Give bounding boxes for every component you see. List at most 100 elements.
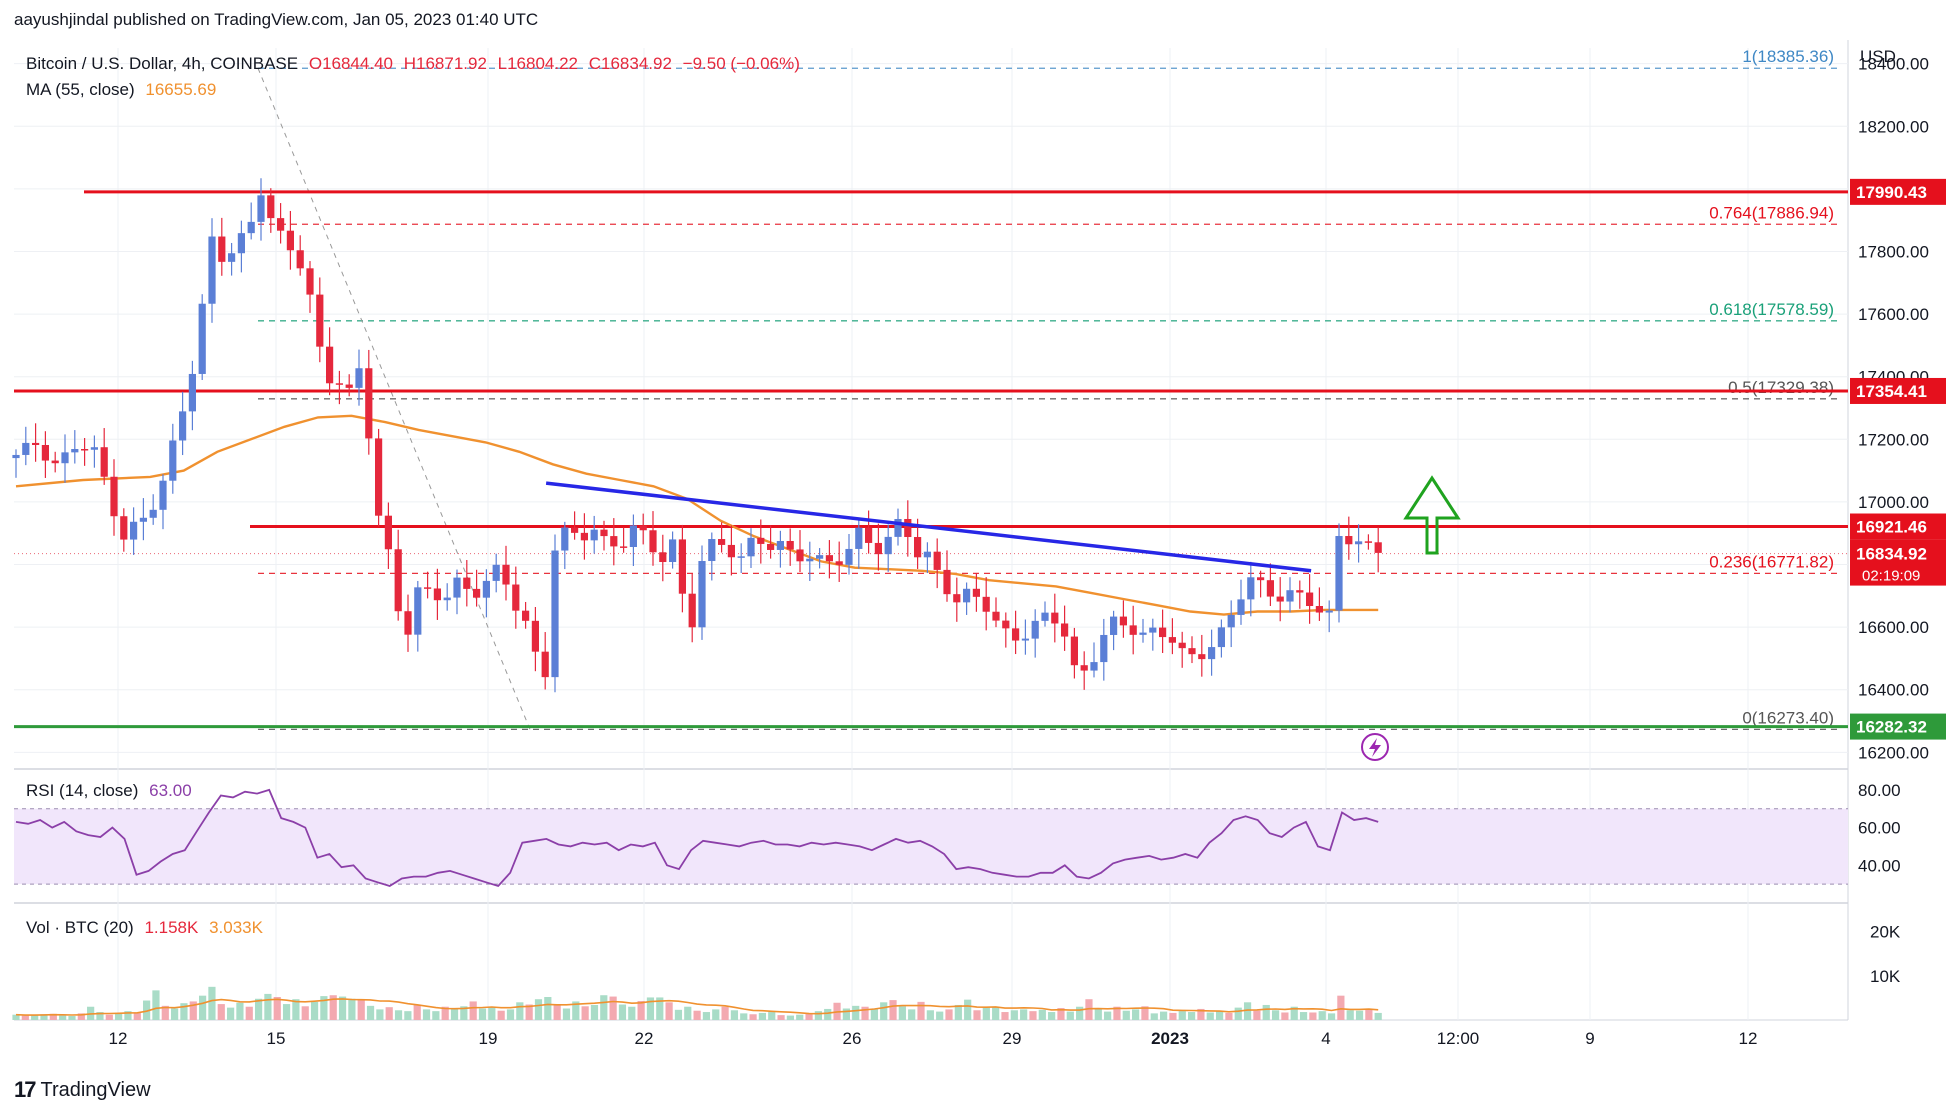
volume-bar (40, 1014, 48, 1020)
candle-body (414, 587, 422, 635)
candle-body (943, 569, 951, 595)
volume-bar (413, 1004, 421, 1020)
volume-bar (1206, 1012, 1214, 1020)
candle-body (375, 438, 383, 516)
candle-body (1286, 590, 1294, 602)
volume-bar (394, 1010, 403, 1020)
ohlc-close: C16834.92 (588, 54, 672, 73)
candle-body (727, 544, 735, 558)
candle-body (1168, 637, 1176, 643)
candle-body (424, 587, 432, 589)
candle-body (1021, 638, 1029, 641)
candle-body (512, 584, 520, 611)
candle-body (1315, 605, 1323, 613)
candle-body (433, 588, 441, 601)
publish-header: aayushjindal published on TradingView.co… (14, 10, 539, 29)
volume-bar (1001, 1012, 1009, 1020)
volume-bar (1029, 1011, 1037, 1020)
volume-bar (861, 1006, 869, 1020)
tradingview-logo-icon: 17 (14, 1077, 37, 1102)
candle-body (81, 449, 89, 451)
candle-body (188, 373, 196, 412)
candle-body (531, 620, 539, 652)
candle-body (747, 537, 755, 557)
volume-bar (1234, 1007, 1242, 1020)
volume-bar (656, 997, 664, 1020)
volume-bar (77, 1013, 85, 1020)
candle-body (335, 383, 343, 385)
volume-bar (600, 995, 608, 1020)
volume-bar (460, 1006, 468, 1020)
candle-body (767, 543, 775, 550)
candle-body (1139, 632, 1147, 635)
volume-bar (320, 996, 328, 1020)
candle-body (982, 596, 990, 612)
volume-bar (721, 1006, 729, 1020)
volume-bar (133, 1012, 141, 1020)
volume-bar (1281, 1012, 1289, 1020)
candle-body (786, 540, 794, 550)
volume-bar (852, 1005, 860, 1020)
rsi-tick-label: 40.00 (1858, 856, 1901, 875)
volume-bar (338, 996, 347, 1020)
price-tick-label: 16200.00 (1858, 743, 1929, 762)
volume-bar (1150, 1013, 1158, 1020)
volume-bar (49, 1013, 57, 1020)
volume-bar (562, 1008, 571, 1020)
volume-bar (1225, 1012, 1233, 1020)
volume-bar (115, 1012, 123, 1020)
symbol-name: Bitcoin / U.S. Dollar, 4h, COINBASE (26, 54, 299, 73)
fib-level-label: 0.236(16771.82) (1709, 552, 1834, 571)
candle-body (1159, 627, 1167, 638)
candle-body (316, 294, 324, 347)
candle-body (718, 539, 726, 545)
volume-bar (1048, 1012, 1056, 1020)
fib-level-label: 0.618(17578.59) (1709, 300, 1834, 319)
candle-body (1051, 612, 1059, 624)
volume-bar (1066, 1011, 1074, 1020)
level-label: 17990.43 (1856, 183, 1927, 202)
last-price-bg (1850, 539, 1946, 586)
candle-body (394, 549, 402, 612)
candle-body (1129, 625, 1137, 635)
price-tick-label: 17600.00 (1858, 305, 1929, 324)
volume-bar (1318, 1011, 1326, 1020)
candle-body (286, 230, 294, 251)
lightning-bolt-icon (1369, 738, 1381, 757)
volume-bar (348, 998, 356, 1020)
level-label-bg (1850, 513, 1946, 540)
candle-body (502, 564, 510, 585)
candle-body (1110, 616, 1118, 635)
candle-body (806, 558, 814, 562)
volume-bar (665, 1002, 673, 1020)
volume-bar (264, 993, 272, 1020)
price-tick-label: 18400.00 (1858, 55, 1929, 74)
tradingview-brand[interactable]: 17 TradingView (14, 1077, 151, 1103)
candle-body (208, 236, 216, 304)
volume-bar (1122, 1010, 1130, 1020)
volume-bar (143, 1000, 151, 1020)
vol-legend-value1: 1.158K (144, 918, 199, 937)
candle-body (933, 551, 941, 570)
volume-bar (1038, 1009, 1046, 1020)
volume-bar (450, 1008, 459, 1020)
ma-legend-name: MA (55, close) (26, 80, 135, 99)
candle-body (649, 530, 657, 553)
candle-body (541, 651, 549, 678)
candle-body (1217, 627, 1225, 648)
candle-body (865, 527, 873, 543)
candle-body (1002, 620, 1010, 629)
volume-bar (506, 1009, 515, 1020)
volume-bar (917, 1001, 925, 1020)
candle-body (561, 527, 569, 551)
volume-bar (68, 1016, 76, 1020)
volume-bar (609, 996, 617, 1020)
candle-body (149, 509, 157, 518)
candle-body (1374, 542, 1382, 553)
volume-bar (404, 1011, 412, 1020)
volume-bar (534, 999, 543, 1020)
candle-body (22, 442, 30, 455)
candle-body (365, 368, 373, 439)
fib-level-label: 0.5(17329.38) (1728, 378, 1834, 397)
